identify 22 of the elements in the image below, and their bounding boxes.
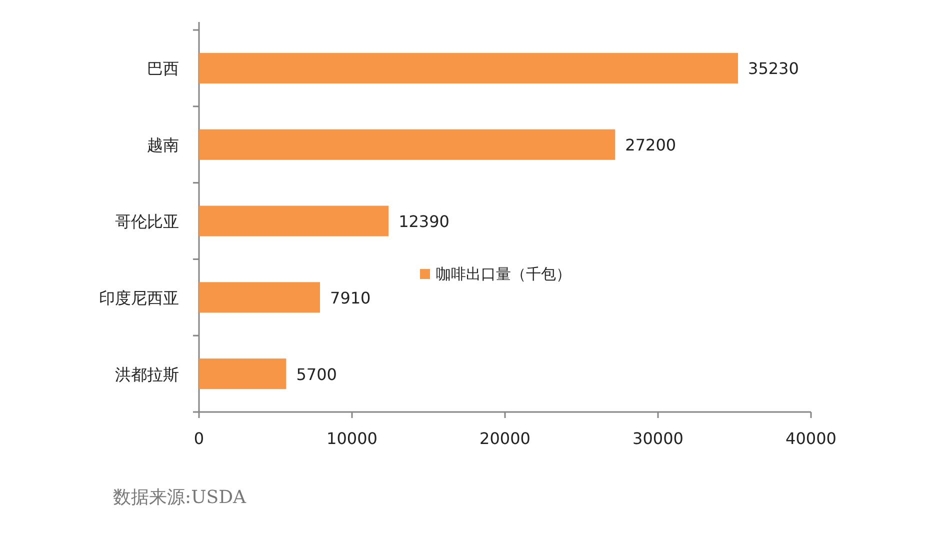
x-tick-label: 20000 [480,429,530,448]
bar [199,358,286,390]
bar [199,52,738,84]
source-note: 数据来源:USDA [113,487,247,508]
x-tick-label: 10000 [326,429,378,448]
data-label: 7910 [330,288,371,308]
bar [199,129,616,160]
bar [199,282,320,313]
data-label: 35230 [748,59,799,78]
y-tick-label: 洪都拉斯 [115,364,179,384]
y-tick-label: 印度尼西亚 [99,288,179,308]
y-tick-label: 巴西 [147,59,179,78]
x-tick-label: 0 [194,429,204,448]
x-tick-label: 30000 [632,429,684,448]
x-tick-label: 40000 [786,429,836,448]
data-label: 5700 [296,364,337,384]
y-tick-label: 越南 [147,136,179,155]
data-label: 12390 [398,212,450,231]
data-label: 27200 [625,136,676,155]
y-tick-label: 哥伦比亚 [115,212,179,231]
bar [199,206,389,236]
legend-label: 咖啡出口量（千包） [436,265,571,283]
